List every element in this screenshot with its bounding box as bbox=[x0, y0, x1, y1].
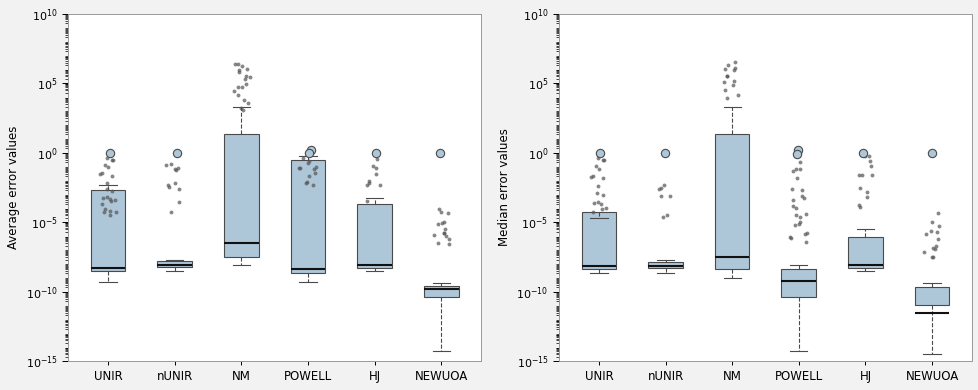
PathPatch shape bbox=[913, 287, 949, 305]
PathPatch shape bbox=[581, 212, 615, 269]
PathPatch shape bbox=[157, 261, 192, 267]
PathPatch shape bbox=[91, 190, 125, 271]
PathPatch shape bbox=[423, 286, 458, 297]
Y-axis label: Median error values: Median error values bbox=[498, 128, 511, 246]
PathPatch shape bbox=[847, 237, 882, 268]
Y-axis label: Average error values: Average error values bbox=[7, 126, 20, 249]
PathPatch shape bbox=[290, 160, 325, 273]
PathPatch shape bbox=[780, 269, 816, 297]
PathPatch shape bbox=[647, 262, 683, 268]
PathPatch shape bbox=[357, 204, 391, 268]
PathPatch shape bbox=[714, 135, 749, 269]
PathPatch shape bbox=[224, 135, 258, 257]
